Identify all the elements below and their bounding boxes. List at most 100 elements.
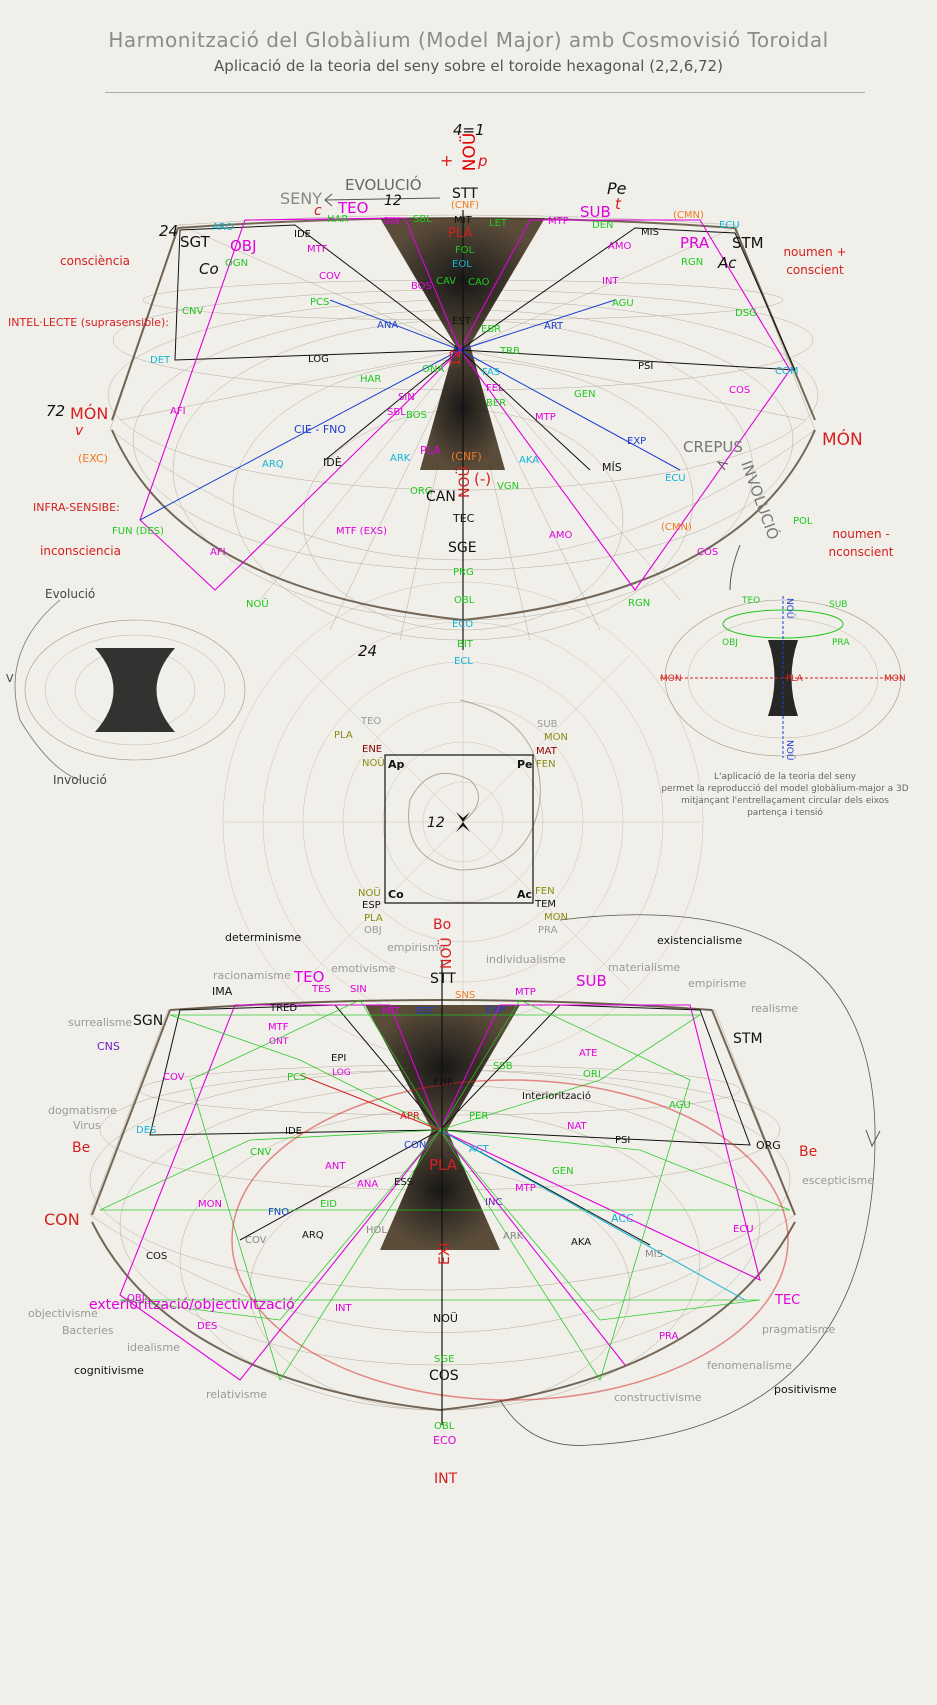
left-torus-v: V bbox=[6, 672, 14, 685]
top-side-labels: consciència INTEL·LECTE (suprasensible): (… bbox=[8, 245, 894, 559]
top-torus-label: MTF (EXS) bbox=[336, 526, 387, 537]
philosophy-label: positivisme bbox=[774, 1383, 837, 1396]
top-torus-label: (CNF) bbox=[451, 200, 479, 211]
label-sgt: SGT bbox=[180, 233, 211, 251]
label-4-equals-1: 4=1 bbox=[453, 121, 485, 139]
top-torus-label: ONA bbox=[422, 364, 444, 375]
label-involucio: INVOLUCIÓ bbox=[737, 458, 783, 542]
caption-line-2: permet la reproducció del model globàliu… bbox=[661, 783, 908, 794]
top-torus-label: NOÜ bbox=[455, 466, 473, 498]
top-torus-label: PCS bbox=[310, 297, 329, 308]
top-torus-label: SIN bbox=[398, 392, 415, 403]
bottom-torus-label: DES bbox=[197, 1321, 217, 1332]
label-t: t bbox=[615, 195, 622, 213]
top-torus-label: ANA bbox=[377, 320, 398, 331]
top-torus-label: SBL bbox=[413, 214, 432, 225]
top-torus-label: SUB bbox=[580, 203, 611, 221]
top-torus-label: EOL bbox=[452, 259, 472, 270]
square-bottom-left-label: ESP bbox=[362, 900, 381, 911]
top-torus-label: AFI bbox=[210, 547, 226, 558]
top-torus-label: PLA bbox=[420, 444, 441, 457]
top-torus-label: NOÜ bbox=[246, 597, 269, 610]
bottom-torus-label: ATE bbox=[579, 1048, 598, 1059]
label-v: v bbox=[75, 423, 84, 439]
middle-star bbox=[456, 812, 470, 832]
bottom-torus-label: Be bbox=[72, 1140, 90, 1156]
bottom-outer-arc bbox=[499, 914, 876, 1446]
top-torus-label: DEN bbox=[592, 220, 614, 231]
bottom-torus-label: DES bbox=[136, 1125, 156, 1136]
bottom-torus-label: OBJ bbox=[127, 1293, 145, 1304]
bottom-torus-label: SIN bbox=[350, 984, 367, 995]
bottom-torus-label: EPI bbox=[331, 1053, 346, 1064]
top-torus-label: CAO bbox=[468, 277, 490, 288]
philosophy-label: empirisme bbox=[688, 977, 747, 990]
bottom-torus-label: COS bbox=[146, 1251, 167, 1262]
top-torus-label: POL bbox=[793, 516, 813, 527]
square-top-left-label: ENE bbox=[362, 744, 382, 755]
header-divider bbox=[105, 92, 865, 93]
bottom-torus-labels: Bo NOÜ STT TEO SUB IMA TES SIN TRED MIT EST SNS MTP E… bbox=[44, 917, 817, 1487]
bottom-torus-label: AKA bbox=[571, 1237, 591, 1248]
label-intellecte: INTEL·LECTE (suprasensible): bbox=[8, 316, 169, 329]
top-torus-label: ORG bbox=[410, 486, 433, 497]
square-bottom-left-label: NOÜ bbox=[358, 886, 381, 899]
bottom-torus-label: ACC bbox=[611, 1212, 634, 1225]
bottom-torus-label: CON bbox=[44, 1210, 80, 1229]
bottom-torus-label: EXI bbox=[437, 1242, 453, 1265]
bottom-torus-label: TEO bbox=[293, 968, 324, 986]
bottom-torus bbox=[89, 914, 881, 1446]
top-torus-label: CAV bbox=[436, 276, 456, 287]
label-crepus: CREPUS bbox=[683, 438, 743, 456]
label-12: 12 bbox=[384, 193, 402, 209]
bottom-torus-label: PER bbox=[469, 1111, 488, 1122]
label-evolucio: EVOLUCIÓ bbox=[345, 175, 422, 194]
bottom-torus-label: TES bbox=[311, 984, 331, 995]
label-24-top: 24 bbox=[159, 222, 178, 240]
philosophy-label: escepticisme bbox=[802, 1174, 874, 1187]
philosophy-label: individualisme bbox=[486, 953, 566, 966]
bottom-torus-label: CON bbox=[404, 1140, 426, 1151]
rt-obj: OBJ bbox=[722, 638, 738, 648]
left-torus-involucio: Involució bbox=[53, 773, 107, 787]
rt-mon-left: MON bbox=[660, 674, 682, 684]
top-torus-label: STT bbox=[452, 186, 478, 202]
top-torus-label: BIT bbox=[457, 639, 474, 650]
bottom-torus-label: MON bbox=[198, 1199, 222, 1210]
bottom-torus-label: ESS bbox=[394, 1177, 413, 1188]
top-torus-label: AMO bbox=[608, 241, 631, 252]
top-center-glyph: NOÜ bbox=[458, 133, 480, 172]
page-title: Harmonització del Globàlium (Model Major… bbox=[108, 28, 829, 52]
top-torus-label: COS bbox=[697, 547, 718, 558]
caption-line-3: mitjançant l'entrellaçament circular del… bbox=[681, 796, 889, 806]
corner-co: Co bbox=[388, 888, 404, 901]
bottom-torus-label: NAT bbox=[567, 1121, 588, 1132]
bottom-torus-label: ACT bbox=[469, 1144, 490, 1155]
bottom-torus-label: EXP bbox=[486, 1005, 505, 1016]
philosophy-label: racionamisme bbox=[213, 969, 291, 982]
philosophy-label: realisme bbox=[751, 1002, 798, 1015]
top-torus-label: RGN bbox=[681, 257, 703, 268]
bottom-arc-arrow bbox=[865, 1129, 881, 1148]
top-torus-label: ARO bbox=[212, 222, 234, 233]
bottom-torus-label: ECU bbox=[733, 1224, 754, 1235]
label-noumen-minus: noumen - bbox=[832, 527, 889, 541]
square-top-right-label: MON bbox=[544, 732, 568, 743]
label-seny: SENY bbox=[280, 189, 322, 208]
bottom-torus-label: NOÜ bbox=[437, 937, 455, 969]
top-torus-label: MTP bbox=[535, 412, 556, 423]
label-mon-right: MÓN bbox=[822, 428, 863, 450]
middle-12: 12 bbox=[427, 815, 445, 831]
bottom-torus-label: OBL bbox=[434, 1421, 455, 1432]
top-torus-label: HAR bbox=[327, 214, 348, 225]
bottom-torus-label: MIT bbox=[382, 1006, 401, 1017]
bottom-torus-label: APR bbox=[400, 1111, 420, 1122]
top-torus-label: ECO bbox=[452, 619, 473, 630]
top-torus-label: PRA bbox=[680, 234, 710, 252]
top-torus-label: MTF bbox=[307, 244, 328, 255]
bottom-torus-label: COV bbox=[245, 1235, 267, 1246]
top-torus-label: (CMN) bbox=[673, 210, 704, 221]
